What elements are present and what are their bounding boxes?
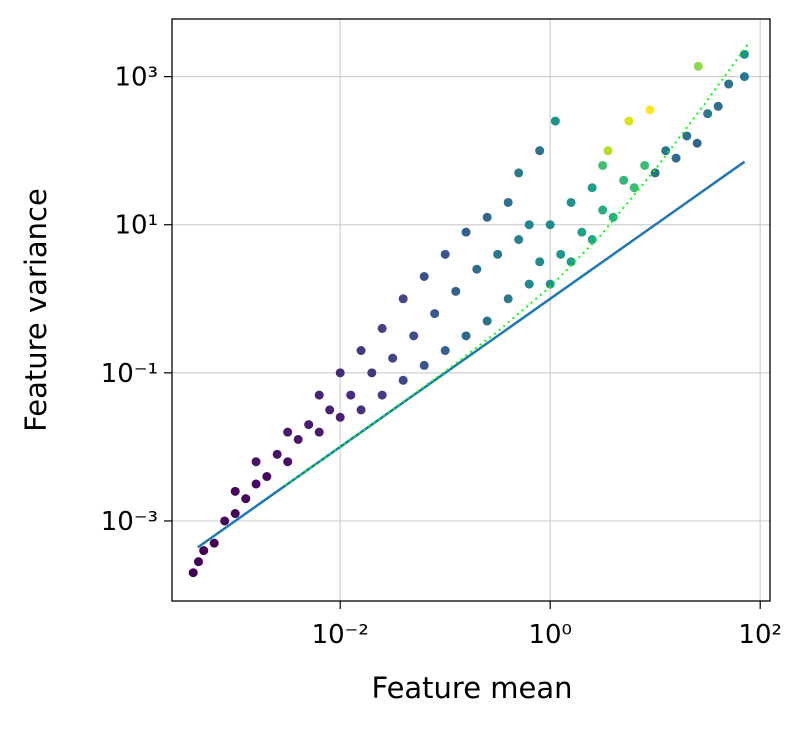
point (367, 368, 377, 378)
point (587, 183, 597, 193)
point (624, 116, 634, 126)
point (724, 79, 734, 89)
point (524, 279, 534, 289)
point (482, 212, 492, 222)
point (603, 146, 613, 156)
point (230, 486, 240, 496)
point (346, 390, 356, 400)
point (220, 516, 230, 526)
point (514, 235, 524, 245)
point (640, 160, 650, 170)
point (739, 49, 749, 59)
point (251, 479, 261, 489)
point (430, 309, 440, 319)
point (524, 220, 534, 230)
point (713, 101, 723, 111)
point (241, 494, 251, 504)
point (377, 390, 387, 400)
point (482, 316, 492, 326)
point (503, 197, 513, 207)
point (188, 568, 198, 578)
y-tick-label: 10³ (114, 63, 158, 93)
y-axis-label: Feature variance (19, 188, 53, 432)
point (493, 249, 503, 259)
point (650, 168, 660, 178)
point (461, 227, 471, 237)
point (661, 146, 671, 156)
point (629, 183, 639, 193)
x-axis-label: Feature mean (371, 671, 572, 705)
point (283, 427, 293, 437)
point (587, 235, 597, 245)
point (545, 279, 555, 289)
point (314, 427, 324, 437)
point (398, 375, 408, 385)
point (472, 264, 482, 274)
point (535, 257, 545, 267)
point (645, 105, 655, 115)
point (598, 160, 608, 170)
point (598, 205, 608, 215)
point (550, 116, 560, 126)
y-tick-label: 10⁻³ (101, 507, 158, 537)
point (693, 61, 703, 71)
x-tick-label: 10² (738, 620, 782, 650)
point (230, 509, 240, 519)
point (577, 227, 587, 237)
point (209, 538, 219, 548)
point (262, 472, 272, 482)
point (440, 249, 450, 259)
point (272, 449, 282, 459)
point (503, 294, 513, 304)
point (283, 457, 293, 467)
x-tick-label: 10⁰ (528, 620, 572, 650)
y-tick-label: 10⁻¹ (101, 359, 158, 389)
x-tick-label: 10⁻² (312, 620, 369, 650)
point (325, 405, 335, 415)
point (703, 109, 713, 119)
point (377, 323, 387, 333)
point (440, 346, 450, 356)
point (619, 175, 629, 185)
point (293, 434, 303, 444)
point (566, 257, 576, 267)
point (671, 153, 681, 163)
point (199, 546, 209, 556)
point (419, 360, 429, 370)
point (739, 72, 749, 82)
point (335, 412, 345, 422)
point (682, 131, 692, 141)
point (692, 138, 702, 148)
line (197, 160, 746, 549)
point (193, 557, 203, 567)
point (409, 331, 419, 341)
plot-frame (171, 18, 771, 602)
point (514, 168, 524, 178)
point (545, 220, 555, 230)
point (314, 390, 324, 400)
point (451, 286, 461, 296)
line (284, 40, 751, 487)
point (335, 368, 345, 378)
point (356, 346, 366, 356)
point (608, 212, 618, 222)
point (251, 457, 261, 467)
point (461, 331, 471, 341)
point (388, 353, 398, 363)
point (556, 249, 566, 259)
point (398, 294, 408, 304)
y-tick-label: 10¹ (114, 211, 158, 241)
point (535, 146, 545, 156)
point (419, 271, 429, 281)
point (566, 197, 576, 207)
point (304, 420, 314, 430)
point (356, 405, 366, 415)
